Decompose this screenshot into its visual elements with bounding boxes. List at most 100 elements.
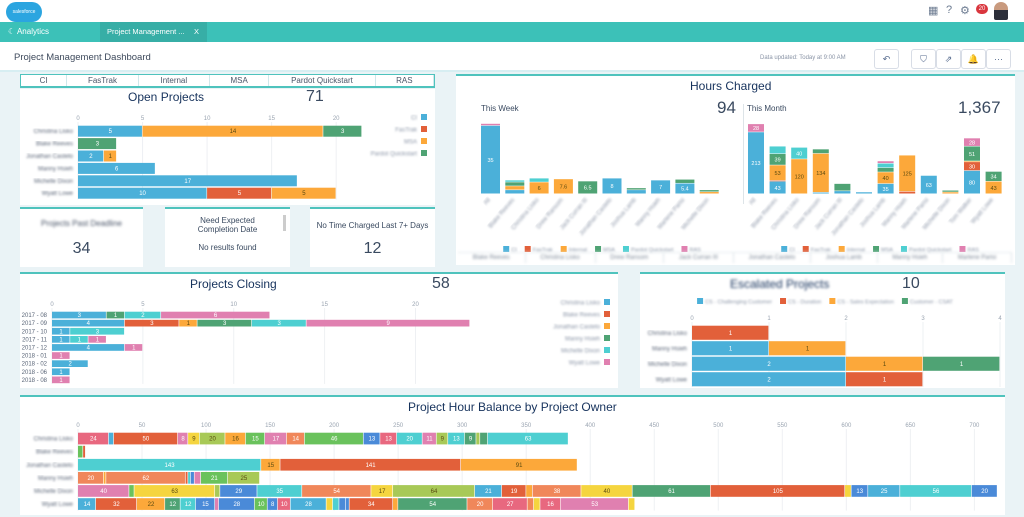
data-label: 46 xyxy=(331,437,338,443)
scrollbar[interactable] xyxy=(283,215,286,231)
data-label: 7 xyxy=(659,185,662,191)
app-name-analytics[interactable]: ☾ Analytics xyxy=(8,22,49,42)
data-label: 3 xyxy=(223,321,227,327)
data-label: 15 xyxy=(267,463,274,469)
save-button[interactable]: ⛉ xyxy=(911,49,936,69)
bar-segment xyxy=(95,498,137,510)
owner-tab[interactable]: Joshua Lamb xyxy=(811,253,878,263)
bar-segment xyxy=(78,485,129,497)
data-label: 40 xyxy=(796,151,802,157)
x-tick-label: 650 xyxy=(905,423,916,429)
hours-charged-panel: Hours Charged This Week 94 This Month 1,… xyxy=(456,74,1015,265)
help-icon[interactable]: ? xyxy=(946,4,953,16)
page-title: Project Management Dashboard xyxy=(14,52,151,63)
bar-segment xyxy=(964,170,980,194)
bar-segment xyxy=(626,190,646,194)
owner-tab[interactable]: Blake Reeves xyxy=(458,253,526,263)
data-label: 91 xyxy=(516,463,523,469)
filter-pardot-quickstart[interactable]: Pardot Quickstart xyxy=(269,75,376,86)
bar-segment xyxy=(363,432,380,445)
bar-segment xyxy=(467,498,493,510)
open-projects-panel: Open Projects 71 0 5 10 15 20 Christina Lisko… xyxy=(20,88,435,205)
bar-segment xyxy=(257,485,302,497)
bar-segment xyxy=(88,336,106,343)
filter-ras[interactable]: RAS xyxy=(376,75,434,86)
salesforce-logo[interactable]: salesforce xyxy=(6,2,42,22)
bar-segment xyxy=(52,327,70,335)
bar-segment xyxy=(602,178,622,194)
share-button[interactable]: ⇗ xyxy=(936,49,961,69)
filter-internal[interactable]: Internal xyxy=(139,75,210,86)
bar-segment xyxy=(699,192,719,194)
bar-segment xyxy=(834,183,851,191)
owner-tab[interactable]: Manny Hsieh xyxy=(878,253,944,263)
bar-segment xyxy=(52,336,70,343)
bar-segment xyxy=(481,125,500,194)
legend-label: CS - Duration xyxy=(788,300,821,306)
data-label: 20 xyxy=(477,502,484,508)
bar-segment xyxy=(856,192,872,194)
owner-tab[interactable]: Jack Curran III xyxy=(664,253,734,263)
bar-segment xyxy=(215,485,220,497)
bar-segment xyxy=(134,485,215,497)
legend-label: RAS xyxy=(689,248,701,254)
bar-segment xyxy=(581,485,632,497)
owner-tab[interactable]: Marlene Parisi xyxy=(943,253,1013,263)
hour-balance-panel: Project Hour Balance by Project Owner 0 5… xyxy=(20,395,1005,515)
kpi-no-time-charged[interactable]: No Time Charged Last 7+ Days 12 xyxy=(310,207,435,267)
bar-segment xyxy=(748,132,764,194)
data-label: 12 xyxy=(169,502,176,508)
owner-tab[interactable]: Drew Ransom xyxy=(596,253,665,263)
undo-button[interactable]: ↶ xyxy=(874,49,899,69)
bar-segment xyxy=(251,319,306,327)
filter-ci[interactable]: CI xyxy=(21,75,68,86)
bar-segment xyxy=(692,356,846,371)
escalated-total: 10 xyxy=(902,275,920,292)
legend-label: Internal xyxy=(569,248,587,254)
more-button[interactable]: ··· xyxy=(986,49,1011,69)
x-tick-label: 600 xyxy=(841,423,852,429)
bar-segment xyxy=(261,458,280,471)
bar-segment xyxy=(923,356,1000,371)
data-label: 53 xyxy=(591,502,598,508)
bar-segment xyxy=(710,485,845,497)
kpi-projects-past-deadline[interactable]: Projects Past Deadline 34 xyxy=(20,207,143,267)
x-tick-label: 400 xyxy=(585,423,596,429)
x-tick-label: 20 xyxy=(412,302,419,308)
app-launcher-icon[interactable]: ▦ xyxy=(928,5,939,17)
bar-segment xyxy=(177,432,188,445)
avatar[interactable] xyxy=(994,2,1008,20)
bar-segment xyxy=(812,149,829,154)
subscribe-button[interactable]: 🔔 xyxy=(961,49,986,69)
bar-segment xyxy=(78,138,117,150)
category-label: 2018 - 08 xyxy=(22,378,48,384)
data-label: 29 xyxy=(235,489,242,495)
bar-segment xyxy=(769,146,786,154)
data-label: 17 xyxy=(379,489,386,495)
data-label: 80 xyxy=(969,180,975,186)
bar-segment xyxy=(526,485,532,497)
projects-closing-panel: Projects Closing 58 0 5 10 15 20 2017 - 08 3 1 2… xyxy=(20,272,618,388)
filter-msa[interactable]: MSA xyxy=(210,75,270,86)
notification-bell-icon[interactable]: 20 xyxy=(976,4,988,14)
bar-segment xyxy=(207,187,272,199)
bar-segment xyxy=(812,192,829,194)
bar-segment xyxy=(877,163,894,168)
owner-tab[interactable]: Christina Lisko xyxy=(526,253,596,263)
bar-segment xyxy=(332,498,339,510)
category-label: 2018 - 01 xyxy=(22,354,48,360)
legend-swatch xyxy=(901,298,908,304)
undo-icon: ↶ xyxy=(882,54,891,64)
data-label: 3 xyxy=(278,321,282,327)
data-label: 6 xyxy=(538,186,541,192)
close-tab-icon[interactable]: X xyxy=(193,27,199,36)
bar-segment xyxy=(245,432,265,445)
kpi-need-expected-completion[interactable]: Need Expected Completion Date No results… xyxy=(165,207,290,267)
owner-tab[interactable]: Jonathan Castelo xyxy=(734,253,811,263)
tab-project-management[interactable]: Project Management ... X xyxy=(100,22,207,42)
data-label: 64 xyxy=(431,489,438,495)
x-tick-label: 5 xyxy=(141,302,145,308)
gear-icon[interactable]: ⚙ xyxy=(960,5,970,17)
filter-fastrak[interactable]: FasTrak xyxy=(67,75,139,86)
legend-swatch xyxy=(421,126,427,132)
